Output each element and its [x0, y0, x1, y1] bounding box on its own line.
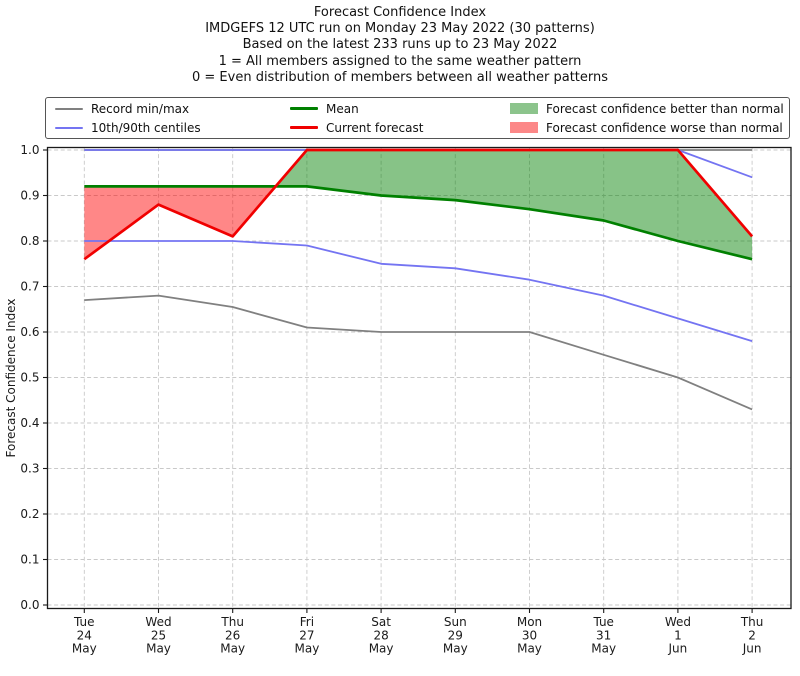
legend-line-swatch — [55, 126, 83, 129]
series-lines — [83, 148, 754, 411]
legend-item-mean: Mean — [290, 99, 510, 118]
fill-forecast-confidence-better-than-normal — [275, 150, 753, 260]
legend-column: Record min/max 10th/90th centiles — [55, 99, 290, 137]
forecast-confidence-worse-than-normal-patch-icon — [510, 122, 538, 133]
y-tick-label: 0.6 — [20, 325, 39, 339]
x-tick-label: 28 — [373, 628, 388, 642]
y-tick-label: 1.0 — [20, 143, 39, 157]
legend-line-swatch — [290, 126, 318, 129]
x-tick-label: Fri — [300, 615, 314, 629]
mean-line-icon — [290, 107, 318, 110]
legend-label: Record min/max — [91, 101, 190, 116]
forecast-confidence-better-than-normal-patch-icon — [510, 103, 538, 114]
x-tick-label: Tue — [73, 615, 95, 629]
x-tick-label: May — [443, 642, 468, 656]
y-tick-label: 0.0 — [20, 598, 39, 612]
y-tick-label: 0.1 — [20, 553, 39, 567]
chart-title-block: Forecast Confidence Index IMDGEFS 12 UTC… — [0, 5, 800, 86]
series-mean-line — [84, 185, 753, 261]
y-tick-label: 0.3 — [20, 462, 39, 476]
x-tick-label: May — [146, 642, 171, 656]
chart-note-one: 1 = All members assigned to the same wea… — [218, 53, 582, 69]
chart-subtitle-run: IMDGEFS 12 UTC run on Monday 23 May 2022… — [205, 21, 595, 37]
x-tick-label: 25 — [151, 628, 166, 642]
x-tick-label: Sat — [371, 615, 391, 629]
legend-item-record-min-max: Record min/max — [55, 99, 290, 118]
x-tick-label: Wed — [665, 615, 691, 629]
fill-forecast-confidence-worse-than-normal — [84, 186, 276, 260]
x-tick-label: Tue — [592, 615, 614, 629]
x-tick-label: May — [591, 642, 616, 656]
x-tick-label: 24 — [77, 628, 92, 642]
x-tick-label: Thu — [220, 615, 244, 629]
x-tick-label: 29 — [448, 628, 463, 642]
series-10th-centile-line — [84, 240, 753, 342]
x-tick-label: May — [72, 642, 97, 656]
x-tick-label: May — [220, 642, 245, 656]
chart-legend: Record min/max 10th/90th centiles Mean Curr… — [45, 97, 790, 139]
legend-label: Forecast confidence better than normal — [546, 101, 784, 116]
x-tick-label: 26 — [225, 628, 240, 642]
x-tick-label: Wed — [145, 615, 171, 629]
legend-label: 10th/90th centiles — [91, 120, 201, 135]
y-tick-label: 0.5 — [20, 371, 39, 385]
series-current-forecast-line — [83, 148, 754, 261]
legend-label: Forecast confidence worse than normal — [546, 120, 783, 135]
y-axis: 0.0 0.1 0.2 0.3 0.4 0.5 0.6 0.7 0.8 0.9 1.0 — [20, 143, 48, 612]
legend-item-current-forecast: Current forecast — [290, 118, 510, 137]
x-tick-label: 2 — [748, 628, 756, 642]
chart-title: Forecast Confidence Index — [313, 5, 487, 20]
legend-column: Mean Current forecast — [290, 99, 510, 137]
legend-item-forecast-confidence-worse-than-normal: Forecast confidence worse than normal — [510, 118, 789, 137]
x-tick-label: Jun — [668, 642, 688, 656]
x-axis: Tue24MayWed25MayThu26MayFri27MaySat28May… — [72, 608, 764, 656]
x-tick-label: 27 — [299, 628, 314, 642]
x-tick-label: May — [517, 642, 542, 656]
x-tick-label: 30 — [522, 628, 537, 642]
x-tick-label: Mon — [517, 615, 542, 629]
fill-regions — [84, 150, 753, 260]
y-axis-title: Forecast Confidence Index — [4, 299, 18, 458]
10th-90th-centiles-line-icon — [55, 126, 83, 129]
legend-line-swatch — [290, 107, 318, 110]
legend-item-forecast-confidence-better-than-normal: Forecast confidence better than normal — [510, 99, 789, 118]
chart-subtitle-basis: Based on the latest 233 runs up to 23 Ma… — [242, 37, 558, 53]
legend-line-swatch — [55, 107, 83, 110]
x-tick-label: Sun — [444, 615, 467, 629]
y-tick-label: 0.9 — [20, 189, 39, 203]
legend-label: Current forecast — [326, 120, 424, 135]
legend-label: Mean — [326, 101, 359, 116]
x-tick-label: May — [294, 642, 319, 656]
legend-patch-swatch — [510, 103, 538, 114]
legend-column: Forecast confidence better than normal Fo… — [510, 99, 789, 137]
series-record-min-line — [84, 294, 753, 411]
y-tick-label: 0.7 — [20, 280, 39, 294]
y-tick-label: 0.8 — [20, 234, 39, 248]
x-tick-label: May — [369, 642, 394, 656]
chart-note-zero: 0 = Even distribution of members between… — [191, 69, 609, 85]
x-tick-label: Thu — [740, 615, 764, 629]
legend-patch-swatch — [510, 122, 538, 133]
current-forecast-line-icon — [290, 126, 318, 129]
x-tick-label: 1 — [674, 628, 682, 642]
x-tick-label: 31 — [596, 628, 611, 642]
x-tick-label: Jun — [742, 642, 762, 656]
y-tick-label: 0.4 — [20, 416, 39, 430]
record-min-max-line-icon — [55, 107, 83, 110]
y-tick-label: 0.2 — [20, 507, 39, 521]
legend-item-10th-90th-centiles: 10th/90th centiles — [55, 118, 290, 137]
